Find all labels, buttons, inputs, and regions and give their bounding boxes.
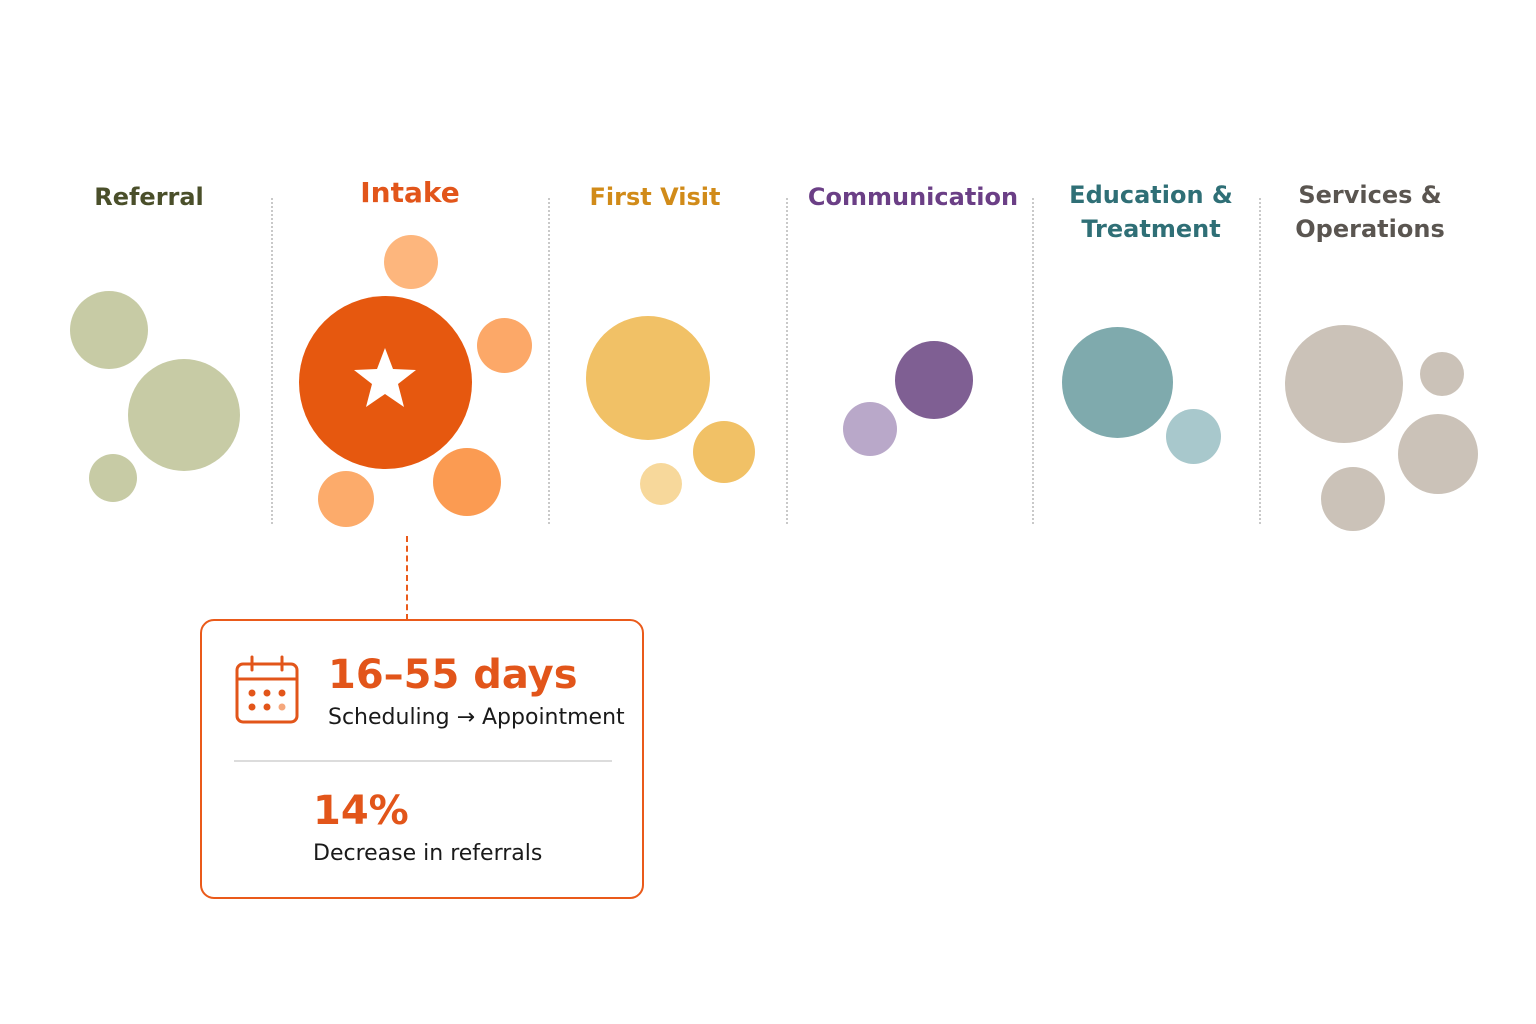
stage-label-services: Services & Operations bbox=[1295, 178, 1444, 246]
calendar-icon bbox=[234, 655, 300, 727]
services-bubble bbox=[1420, 352, 1464, 396]
stage-label-communication: Communication bbox=[807, 183, 1019, 211]
callout-divider bbox=[234, 760, 612, 762]
education-bubble bbox=[1062, 327, 1173, 438]
referral-bubble bbox=[89, 454, 137, 502]
stage-label-education-line1: Education & bbox=[1069, 181, 1233, 209]
referral-change-value: 14% bbox=[313, 788, 409, 834]
services-bubble bbox=[1321, 467, 1385, 531]
wait-time-value: 16–55 days bbox=[328, 652, 578, 698]
callout-connector bbox=[406, 536, 408, 620]
stage-divider bbox=[1032, 198, 1034, 524]
star-icon bbox=[352, 345, 418, 411]
referral-change-caption: Decrease in referrals bbox=[313, 841, 543, 866]
communication-bubble bbox=[843, 402, 897, 456]
intake-callout-card: 16–55 days Scheduling → Appointment 14% … bbox=[200, 619, 644, 899]
stage-divider bbox=[271, 198, 273, 524]
first-visit-bubble bbox=[693, 421, 755, 483]
first-visit-bubble bbox=[586, 316, 710, 440]
stage-divider bbox=[1259, 198, 1261, 524]
referral-bubble bbox=[70, 291, 148, 369]
services-bubble bbox=[1285, 325, 1403, 443]
stage-label-referral: Referral bbox=[94, 183, 204, 211]
wait-time-caption: Scheduling → Appointment bbox=[328, 705, 625, 730]
education-bubble bbox=[1166, 409, 1221, 464]
communication-bubble bbox=[895, 341, 973, 419]
stage-divider bbox=[548, 198, 550, 524]
stage-label-first-visit: First Visit bbox=[589, 183, 721, 211]
stage-label-intake: Intake bbox=[360, 176, 460, 209]
stage-label-services-line1: Services & bbox=[1298, 181, 1442, 209]
intake-bubble bbox=[318, 471, 374, 527]
services-bubble bbox=[1398, 414, 1478, 494]
stage-label-education-line2: Treatment bbox=[1081, 215, 1221, 243]
first-visit-bubble bbox=[640, 463, 682, 505]
referral-bubble bbox=[128, 359, 240, 471]
intake-bubble bbox=[433, 448, 501, 516]
stage-divider bbox=[786, 198, 788, 524]
stage-label-education: Education & Treatment bbox=[1069, 178, 1233, 246]
stage-label-services-line2: Operations bbox=[1295, 215, 1445, 243]
intake-bubble bbox=[477, 318, 532, 373]
intake-bubble bbox=[384, 235, 438, 289]
